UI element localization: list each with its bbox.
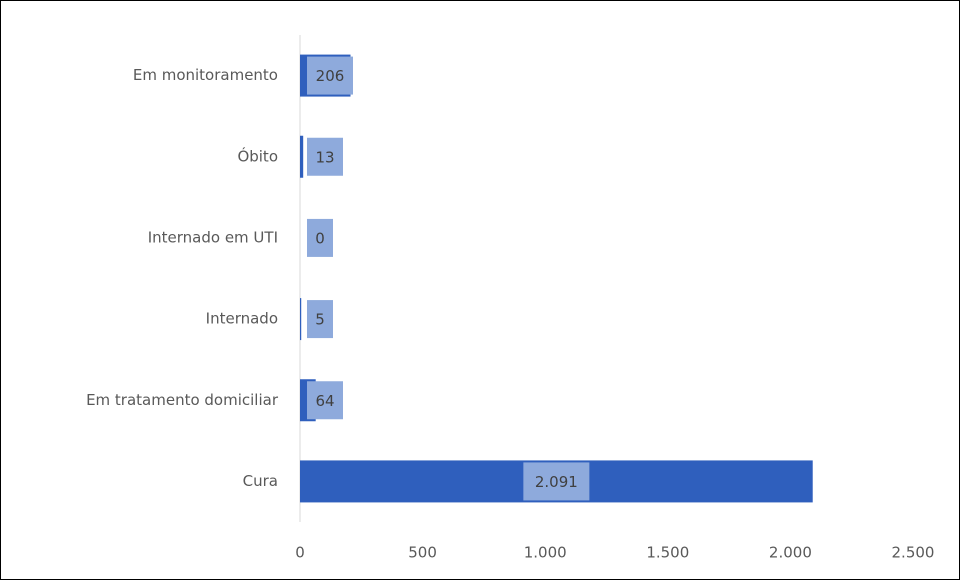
value-label-box [307, 218, 333, 257]
x-tick-label: 2.500 [892, 544, 935, 562]
x-tick-label: 1.000 [524, 544, 567, 562]
x-tick-label: 2.000 [769, 544, 812, 562]
value-label: 13 [315, 148, 334, 166]
y-tick-label: Óbito [237, 146, 278, 165]
y-tick-label: Internado em UTI [148, 228, 278, 246]
x-tick-label: 500 [408, 544, 437, 562]
x-tick-label: 0 [295, 544, 305, 562]
value-label: 64 [315, 392, 334, 410]
value-label-box [523, 462, 590, 501]
value-label: 0 [315, 229, 325, 247]
y-tick-label: Em monitoramento [133, 66, 278, 84]
y-tick-label: Cura [243, 472, 278, 490]
value-label: 2.091 [535, 473, 578, 491]
x-tick-label: 1.500 [646, 544, 689, 562]
value-label-box [307, 381, 343, 420]
y-tick-label: Em tratamento domiciliar [86, 391, 279, 409]
y-tick-label: Internado [206, 310, 278, 328]
value-label-box [307, 137, 343, 176]
value-label: 5 [315, 311, 325, 329]
bar [300, 135, 304, 178]
bar [300, 298, 302, 341]
value-label-box [307, 56, 353, 95]
value-label: 206 [316, 67, 345, 85]
value-label-box [307, 300, 333, 339]
